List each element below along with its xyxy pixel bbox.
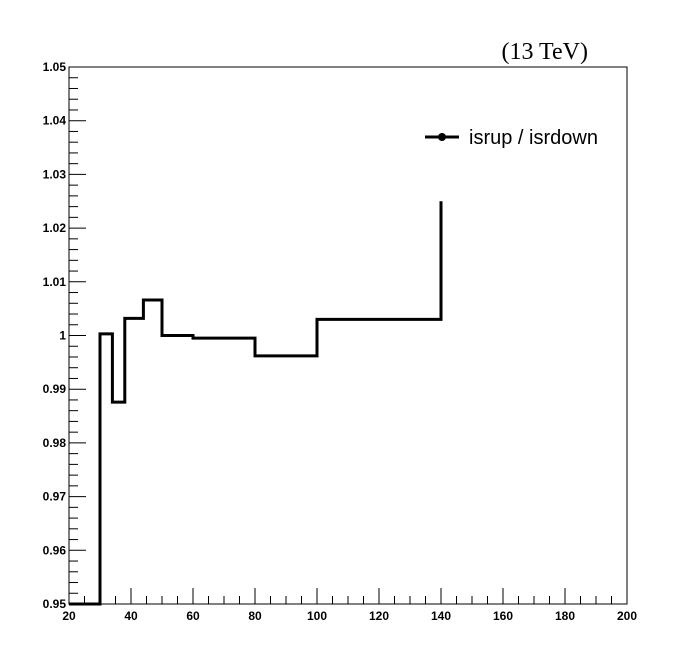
x-tick-label: 40 [124,609,138,623]
y-tick-label: 1.03 [43,167,67,181]
legend-label: isrup / isrdown [469,127,598,149]
y-tick-label: 1 [59,329,66,343]
y-tick-label: 0.98 [43,436,67,450]
x-tick-label: 20 [62,609,76,623]
y-tick-label: 0.96 [43,543,67,557]
x-tick-label: 120 [369,609,389,623]
y-tick-label: 0.99 [43,382,67,396]
x-tick-label: 200 [617,609,637,623]
y-tick-label: 1.04 [43,114,67,128]
y-tick-label: 1.02 [43,221,67,235]
y-tick-label: 1.01 [43,275,67,289]
x-tick-label: 180 [555,609,575,623]
y-tick-label: 0.97 [43,490,67,504]
energy-label: (13 TeV) [501,39,588,65]
y-tick-label: 0.95 [43,597,67,611]
legend-marker [438,133,446,141]
x-tick-label: 80 [248,609,262,623]
series-line-isrup-over-isrdown [69,201,443,606]
y-axis: 0.95 0.96 0.97 0.98 0.99 1 1.01 1.02 1.03 1.04 1.0… [43,60,86,611]
x-tick-label: 100 [307,609,327,623]
x-tick-label: 60 [186,609,200,623]
y-tick-label: 1.05 [43,60,67,74]
x-axis: 20 40 60 80 100 120 140 160 180 200 [62,588,637,623]
x-tick-label: 140 [431,609,451,623]
x-tick-label: 160 [493,609,513,623]
legend: isrup / isrdown [425,127,598,149]
